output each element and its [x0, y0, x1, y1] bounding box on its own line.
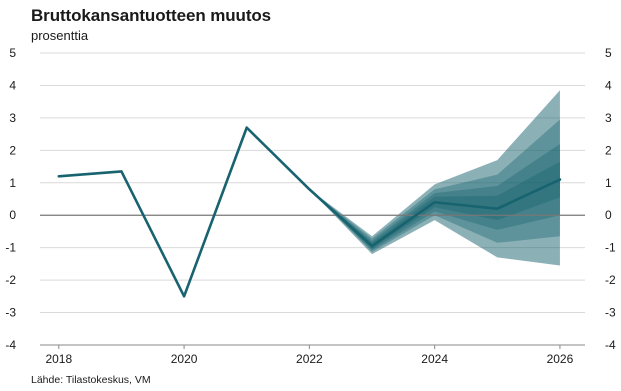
y-tick-left-0: 0 [9, 208, 16, 222]
fan-band-1 [309, 90, 560, 266]
y-tick-left--3: -3 [5, 306, 16, 320]
grid-lines [40, 52, 585, 346]
y-tick-right-3: 3 [605, 111, 612, 125]
y-tick-left-3: 3 [9, 111, 16, 125]
y-tick-right-1: 1 [605, 176, 612, 190]
x-tick-2018: 2018 [45, 352, 72, 366]
fan-band-4 [309, 161, 560, 249]
y-tick-right-4: 4 [605, 78, 612, 92]
y-tick-right-5: 5 [605, 46, 612, 60]
x-tick-2024: 2024 [421, 352, 448, 366]
chart-subtitle: prosenttia [31, 28, 89, 43]
y-tick-left--1: -1 [5, 241, 16, 255]
fan-band-2 [309, 119, 560, 252]
series-line-0 [57, 126, 562, 298]
source-note: Lähde: Tilastokeskus, VM [31, 374, 151, 386]
y-tick-right--2: -2 [605, 273, 616, 287]
y-tick-left--4: -4 [5, 338, 16, 352]
y-tick-left-1: 1 [9, 176, 16, 190]
y-tick-right-2: 2 [605, 143, 612, 157]
y-tick-right--1: -1 [605, 241, 616, 255]
forecast-fan [309, 90, 560, 266]
x-tick-2026: 2026 [547, 352, 574, 366]
x-tick-2022: 2022 [296, 352, 323, 366]
series-lines [57, 126, 562, 298]
fan-band-3 [309, 143, 560, 251]
y-tick-left--2: -2 [5, 273, 16, 287]
chart-title: Bruttokansantuotteen muutos [31, 6, 272, 25]
y-axis-left: 5 4 3 2 1 0 -1 -2 -3 -4 [5, 46, 16, 352]
y-axis-right: 5 4 3 2 1 0 -1 -2 -3 -4 [605, 46, 616, 352]
x-axis: 2018 2020 2022 2024 2026 [40, 344, 585, 366]
y-tick-right-0: 0 [605, 208, 612, 222]
y-tick-left-5: 5 [9, 46, 16, 60]
x-tick-2020: 2020 [171, 352, 198, 366]
y-tick-right--3: -3 [605, 306, 616, 320]
y-tick-right--4: -4 [605, 338, 616, 352]
y-tick-left-4: 4 [9, 78, 16, 92]
y-tick-left-2: 2 [9, 143, 16, 157]
